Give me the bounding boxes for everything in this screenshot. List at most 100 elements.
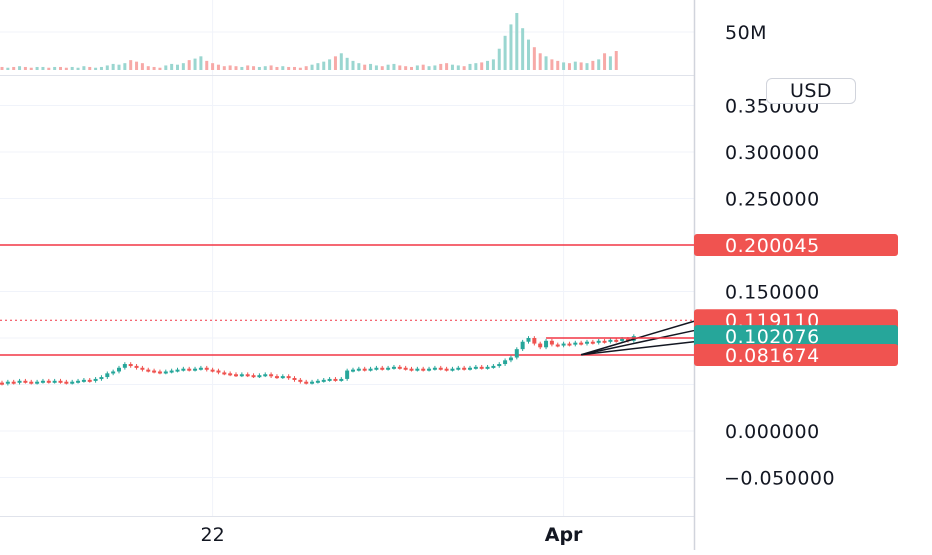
volume-bar xyxy=(351,60,355,70)
candle-body xyxy=(263,374,268,377)
trendline-drawings[interactable] xyxy=(546,320,695,356)
volume-bar xyxy=(603,53,607,70)
volume-bar xyxy=(450,64,454,70)
volume-bar xyxy=(129,60,133,70)
volume-bar xyxy=(439,63,443,70)
candle-body xyxy=(573,342,578,345)
candle-body xyxy=(544,340,549,348)
volume-bar xyxy=(521,28,525,70)
volume-bar xyxy=(567,63,571,70)
candle-body xyxy=(169,370,174,373)
volume-bar xyxy=(88,66,92,70)
candle-body xyxy=(397,366,402,369)
candle-body xyxy=(152,370,157,373)
time-axis[interactable]: 22 Apr xyxy=(201,524,584,546)
candle-body xyxy=(280,376,285,379)
candle-body xyxy=(87,379,92,382)
price-badge xyxy=(694,344,898,367)
candle-body xyxy=(304,381,309,384)
candle-body xyxy=(11,381,16,384)
candle-body xyxy=(579,342,584,345)
volume-bar xyxy=(386,64,390,70)
candle-body xyxy=(35,381,40,384)
price-tick-label: −0.050000 xyxy=(724,468,835,490)
volume-axis-label: 50M xyxy=(725,22,767,44)
volume-bar xyxy=(550,59,554,70)
volume-bar xyxy=(158,67,162,70)
volume-bar xyxy=(597,59,601,70)
volume-bar xyxy=(421,64,425,70)
price-tick-label: 0.300000 xyxy=(725,142,820,164)
currency-button[interactable]: USD xyxy=(766,78,856,104)
candle-body xyxy=(29,381,34,384)
candle-body xyxy=(52,380,57,383)
candle-body xyxy=(333,378,338,381)
candle-body xyxy=(555,344,560,347)
candle-body xyxy=(468,367,472,370)
candle-body xyxy=(590,341,595,344)
candle-body xyxy=(596,340,601,343)
candle-body xyxy=(181,368,186,371)
volume-bar xyxy=(287,66,291,70)
price-tick-label: 0.250000 xyxy=(725,189,820,211)
volume-bar xyxy=(322,61,326,70)
volume-bar xyxy=(468,63,472,70)
candle-body xyxy=(514,349,519,358)
volume-bar xyxy=(527,39,530,70)
volume-bar xyxy=(123,63,127,70)
candle-body xyxy=(520,341,525,350)
volume-bar xyxy=(363,64,367,70)
volume-bar xyxy=(94,67,98,70)
candle-body xyxy=(403,367,408,370)
volume-bar xyxy=(515,13,519,70)
candle-body xyxy=(234,374,238,377)
volume-bar xyxy=(497,48,501,70)
candle-body xyxy=(76,380,81,383)
candle-body xyxy=(105,373,110,378)
volume-bar xyxy=(357,63,361,70)
candle-body xyxy=(46,380,51,383)
volume-bar xyxy=(187,60,191,70)
candle-body xyxy=(538,343,543,348)
candle-body xyxy=(198,367,203,370)
candle-body xyxy=(532,338,537,344)
candle-body xyxy=(327,378,332,381)
volume-bar xyxy=(53,66,57,70)
candle-body xyxy=(187,368,192,371)
candle-body xyxy=(491,365,496,368)
candle-body xyxy=(140,367,145,370)
volume-bar xyxy=(111,63,115,70)
candle-body xyxy=(0,382,4,385)
trendline-lower[interactable] xyxy=(581,340,695,356)
candle-body xyxy=(462,367,467,370)
volume-bar xyxy=(562,62,566,70)
date-label-22: 22 xyxy=(201,524,225,546)
volume-bar xyxy=(6,67,10,70)
trendline-middle[interactable] xyxy=(580,329,695,356)
volume-bar xyxy=(532,47,536,70)
candle-body xyxy=(298,379,303,382)
volume-bar xyxy=(573,61,577,70)
candle-body xyxy=(497,364,502,367)
volume-bar xyxy=(556,60,560,70)
volume-bar xyxy=(205,60,209,70)
volume-bar xyxy=(146,66,150,70)
volume-bar xyxy=(298,67,302,70)
date-label-Apr: Apr xyxy=(545,524,583,546)
candle-body xyxy=(81,379,86,382)
candle-body xyxy=(310,381,315,384)
price-tick-label: 0.000000 xyxy=(725,421,820,443)
volume-bar xyxy=(35,66,39,70)
candle-body xyxy=(239,374,244,377)
candle-body xyxy=(222,372,227,375)
volume-bar xyxy=(152,66,156,70)
candle-body xyxy=(438,367,443,370)
candle-body xyxy=(251,375,256,378)
volume-bar xyxy=(427,66,431,70)
horizontal-levels[interactable] xyxy=(0,244,694,356)
candle-body xyxy=(351,369,355,372)
volume-bar xyxy=(310,64,314,70)
candle-body xyxy=(608,339,613,342)
volume-bar xyxy=(491,59,495,70)
